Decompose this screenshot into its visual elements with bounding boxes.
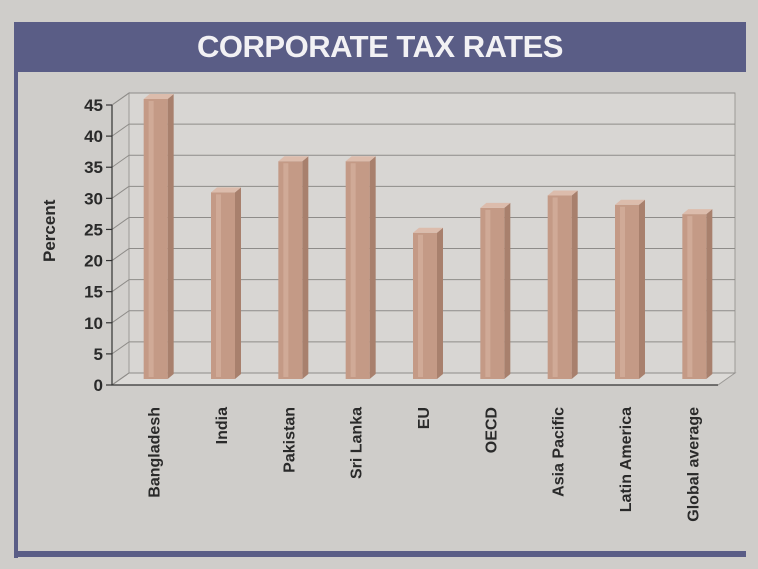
bar-highlight bbox=[418, 234, 423, 377]
bar-top bbox=[345, 156, 376, 162]
bar bbox=[278, 161, 303, 379]
bar-side bbox=[167, 94, 174, 379]
y-tick-label: 25 bbox=[84, 220, 103, 239]
y-tick-label: 30 bbox=[84, 189, 103, 208]
x-tick-label: Latin America bbox=[618, 407, 635, 512]
y-tick-label: 45 bbox=[84, 96, 103, 115]
frame-left-border bbox=[14, 72, 18, 558]
x-tick-label: EU bbox=[416, 407, 433, 429]
chart-title: CORPORATE TAX RATES bbox=[197, 29, 563, 64]
bar-highlight bbox=[552, 197, 558, 377]
bar-highlight bbox=[350, 163, 356, 377]
bar bbox=[413, 232, 437, 379]
chart-title-bar: CORPORATE TAX RATES bbox=[14, 22, 746, 72]
gridline-side bbox=[111, 217, 130, 230]
bar-top bbox=[143, 94, 174, 99]
bar-top bbox=[480, 202, 511, 208]
bar-top bbox=[547, 190, 578, 196]
bar bbox=[547, 195, 572, 379]
y-tick-label: 20 bbox=[84, 252, 103, 271]
bar-side bbox=[302, 156, 309, 379]
bar-top bbox=[413, 227, 443, 233]
bar bbox=[143, 99, 168, 379]
bar-side bbox=[504, 202, 511, 379]
bar-top bbox=[615, 199, 645, 205]
bar-side bbox=[235, 187, 241, 379]
bar-top bbox=[211, 187, 241, 193]
bar-highlight bbox=[687, 216, 693, 377]
gridline-side bbox=[111, 154, 130, 168]
bar-side bbox=[437, 227, 443, 379]
bar-highlight bbox=[148, 101, 154, 377]
gridline-side bbox=[111, 279, 130, 293]
bar bbox=[682, 214, 707, 379]
y-tick-label: 15 bbox=[84, 283, 103, 302]
bar-side bbox=[571, 190, 578, 379]
bar-top bbox=[278, 156, 309, 162]
y-tick-label: 10 bbox=[84, 314, 103, 333]
bar-highlight bbox=[485, 209, 491, 377]
bar bbox=[345, 161, 370, 379]
x-tick-label: OECD bbox=[483, 407, 500, 453]
bar-side bbox=[706, 209, 713, 379]
gridline-side bbox=[111, 123, 130, 137]
frame-bottom-border bbox=[14, 551, 746, 557]
x-tick-label: India bbox=[214, 407, 231, 444]
bar bbox=[480, 207, 505, 379]
x-tick-label: Global average bbox=[685, 407, 702, 522]
y-tick-label: 5 bbox=[94, 345, 103, 364]
bar-top bbox=[682, 209, 713, 215]
bar-highlight bbox=[216, 194, 221, 377]
x-tick-label: Pakistan bbox=[281, 407, 298, 473]
y-tick-label: 40 bbox=[84, 127, 103, 146]
gridline-side bbox=[111, 310, 130, 324]
bar-highlight bbox=[283, 163, 289, 377]
y-tick-label: 35 bbox=[84, 158, 103, 177]
bar-side bbox=[369, 156, 376, 379]
x-tick-label: Asia Pacific bbox=[551, 407, 568, 497]
bar-side bbox=[639, 199, 645, 379]
gridline-side bbox=[111, 341, 130, 355]
x-tick-label: Bangladesh bbox=[147, 407, 164, 498]
gridline-side bbox=[111, 185, 130, 199]
x-tick-label: Sri Lanka bbox=[349, 407, 366, 479]
bar bbox=[615, 204, 639, 379]
y-tick-label: 0 bbox=[94, 376, 103, 395]
bar bbox=[211, 192, 235, 379]
gridline-side bbox=[111, 372, 130, 386]
gridline-side bbox=[111, 248, 130, 261]
gridline-side bbox=[111, 92, 130, 106]
bar-highlight bbox=[620, 206, 625, 377]
side-wall bbox=[111, 92, 130, 386]
